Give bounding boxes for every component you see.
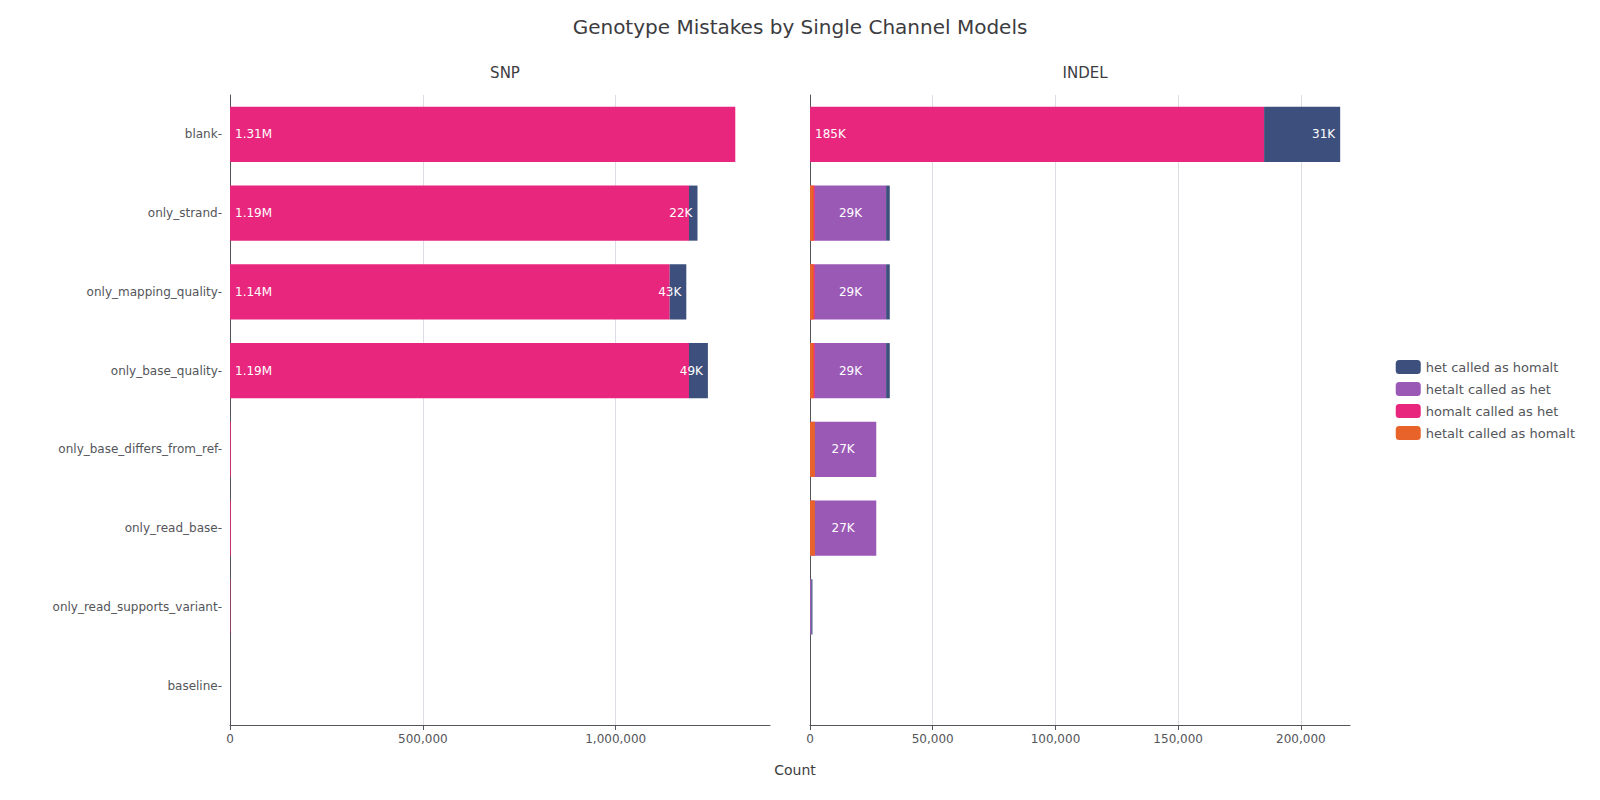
svg-text:homalt called as het: homalt called as het [1426, 404, 1559, 419]
svg-text:500,000: 500,000 [398, 732, 448, 746]
svg-text:29K: 29K [839, 364, 863, 378]
svg-text:baseline-: baseline- [167, 679, 222, 693]
svg-text:185K: 185K [815, 127, 847, 141]
svg-text:only_read_supports_variant-: only_read_supports_variant- [53, 600, 222, 614]
svg-text:22K: 22K [669, 206, 693, 220]
svg-text:1.31M: 1.31M [235, 127, 272, 141]
svg-text:0: 0 [806, 732, 814, 746]
svg-text:only_read_base-: only_read_base- [125, 521, 222, 535]
svg-text:hetalt called as homalt: hetalt called as homalt [1426, 426, 1575, 441]
svg-text:1.19M: 1.19M [235, 206, 272, 220]
svg-text:hetalt called as het: hetalt called as het [1426, 382, 1551, 397]
svg-text:27K: 27K [832, 521, 856, 535]
svg-text:1.14M: 1.14M [235, 285, 272, 299]
svg-text:31K: 31K [1312, 127, 1336, 141]
svg-text:only_strand-: only_strand- [148, 206, 222, 220]
svg-text:only_base_quality-: only_base_quality- [111, 364, 222, 378]
svg-text:only_base_differs_from_ref-: only_base_differs_from_ref- [58, 442, 222, 456]
svg-text:1,000,000: 1,000,000 [585, 732, 646, 746]
svg-text:29K: 29K [839, 206, 863, 220]
svg-text:0: 0 [226, 732, 234, 746]
svg-text:only_mapping_quality-: only_mapping_quality- [87, 285, 222, 299]
svg-text:Genotype Mistakes by Single Ch: Genotype Mistakes by Single Channel Mode… [573, 15, 1028, 39]
svg-text:27K: 27K [832, 442, 856, 456]
svg-text:150,000: 150,000 [1153, 732, 1203, 746]
svg-text:200,000: 200,000 [1276, 732, 1326, 746]
svg-text:50,000: 50,000 [912, 732, 954, 746]
svg-text:49K: 49K [680, 364, 704, 378]
svg-text:SNP: SNP [490, 64, 520, 82]
svg-text:29K: 29K [839, 285, 863, 299]
svg-text:100,000: 100,000 [1031, 732, 1081, 746]
svg-text:43K: 43K [658, 285, 682, 299]
svg-text:INDEL: INDEL [1062, 64, 1108, 82]
svg-text:het called as homalt: het called as homalt [1426, 360, 1559, 375]
svg-text:blank-: blank- [185, 127, 222, 141]
svg-text:Count: Count [774, 762, 816, 778]
svg-text:1.19M: 1.19M [235, 364, 272, 378]
